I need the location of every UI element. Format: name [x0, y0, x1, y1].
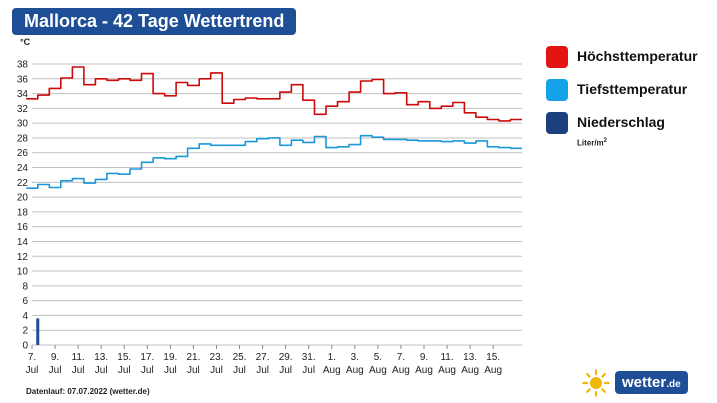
x-tick-month: Aug: [415, 365, 433, 376]
precip-bar: [36, 318, 40, 345]
x-tick-day: 29.: [279, 352, 293, 363]
x-tick-month: Jul: [279, 365, 292, 376]
y-axis-unit: °C: [20, 37, 31, 47]
legend-precip-unit: Liter/m2: [577, 138, 608, 148]
y-tick-label: 8: [22, 281, 28, 292]
y-tick-label: 12: [17, 252, 29, 263]
x-tick-day: 5.: [374, 352, 382, 363]
y-tick-label: 6: [22, 296, 28, 307]
x-tick-month: Jul: [164, 365, 177, 376]
y-tick-label: 38: [17, 60, 29, 71]
y-tick-label: 36: [17, 74, 29, 85]
legend-swatch-max: [546, 46, 568, 68]
x-tick-day: 15.: [486, 352, 500, 363]
x-tick-month: Aug: [461, 365, 479, 376]
x-tick-month: Jul: [210, 365, 223, 376]
legend-label-max: Höchsttemperatur: [577, 48, 698, 64]
y-tick-label: 22: [17, 178, 29, 189]
legend-swatch-precip: [546, 112, 568, 134]
x-tick-month: Aug: [392, 365, 410, 376]
x-tick-day: 15.: [117, 352, 131, 363]
y-tick-label: 2: [22, 326, 28, 337]
series-lines: [26, 66, 522, 189]
legend-item-min: Tiefsttemperatur: [546, 79, 714, 112]
y-tick-label: 28: [17, 133, 29, 144]
series-line-max: [26, 66, 522, 122]
x-tick-month: Jul: [141, 365, 154, 376]
x-tick-month: Aug: [484, 365, 502, 376]
x-tick-month: Jul: [256, 365, 269, 376]
y-tick-label: 30: [17, 119, 29, 130]
x-tick-day: 13.: [94, 352, 108, 363]
x-tick-month: Jul: [26, 365, 39, 376]
x-tick-day: 21.: [186, 352, 200, 363]
x-tick-day: 23.: [210, 352, 224, 363]
x-tick-month: Aug: [346, 365, 364, 376]
brand-name: wetter.de: [615, 371, 688, 394]
y-tick-label: 14: [17, 237, 29, 248]
brand-logo[interactable]: wetter.de: [582, 368, 700, 398]
x-tick-day: 31.: [302, 352, 316, 363]
x-tick-day: 17.: [140, 352, 154, 363]
chart-title: Mallorca - 42 Tage Wettertrend: [12, 8, 297, 35]
x-tick-day: 9.: [51, 352, 59, 363]
x-tick-month: Jul: [72, 365, 85, 376]
y-tick-label: 18: [17, 207, 29, 218]
x-tick-day: 11.: [72, 352, 85, 363]
sun-icon: [582, 369, 610, 397]
x-tick-month: Aug: [323, 365, 341, 376]
y-tick-label: 20: [17, 193, 29, 204]
x-tick-day: 19.: [163, 352, 177, 363]
x-tick-month: Jul: [302, 365, 315, 376]
y-tick-label: 0: [22, 341, 28, 352]
x-tick-month: Jul: [187, 365, 200, 376]
y-tick-label: 16: [17, 222, 29, 233]
legend-item-max: Höchsttemperatur: [546, 46, 714, 79]
x-tick-day: 27.: [256, 352, 270, 363]
y-tick-label: 34: [17, 89, 29, 100]
x-tick-day: 11.: [440, 352, 453, 363]
x-tick-day: 7.: [397, 352, 405, 363]
y-tick-label: 4: [22, 311, 28, 322]
legend-swatch-min: [546, 79, 568, 101]
x-tick-month: Jul: [233, 365, 246, 376]
legend-item-precip: Niederschlag Liter/m2: [546, 112, 714, 148]
x-tick-day: 25.: [233, 352, 247, 363]
x-tick-labels: 7. Jul 9. Jul 11. Jul 13. Jul 15. Jul 17. Jul 19. Jul…: [26, 345, 502, 376]
y-tick-label: 26: [17, 148, 29, 159]
x-tick-day: 1.: [328, 352, 336, 363]
x-tick-month: Jul: [118, 365, 131, 376]
y-tick-label: 24: [17, 163, 29, 174]
legend-label-precip: Niederschlag: [577, 114, 665, 130]
x-tick-day: 3.: [351, 352, 359, 363]
series-line-min: [26, 134, 522, 189]
x-tick-day: 13.: [463, 352, 477, 363]
x-tick-day: 9.: [420, 352, 428, 363]
y-tick-label: 32: [17, 104, 29, 115]
data-run-footer: Datenlauf: 07.07.2022 (wetter.de): [26, 387, 150, 396]
x-tick-month: Jul: [49, 365, 62, 376]
x-tick-month: Jul: [95, 365, 108, 376]
x-tick-month: Aug: [438, 365, 456, 376]
precipitation-bars: [36, 318, 40, 345]
legend-label-min: Tiefsttemperatur: [577, 81, 688, 97]
y-tick-label: 10: [17, 267, 29, 278]
legend: Höchsttemperatur Tiefsttemperatur Nieder…: [546, 46, 714, 148]
x-tick-day: 7.: [28, 352, 36, 363]
x-tick-month: Aug: [369, 365, 387, 376]
